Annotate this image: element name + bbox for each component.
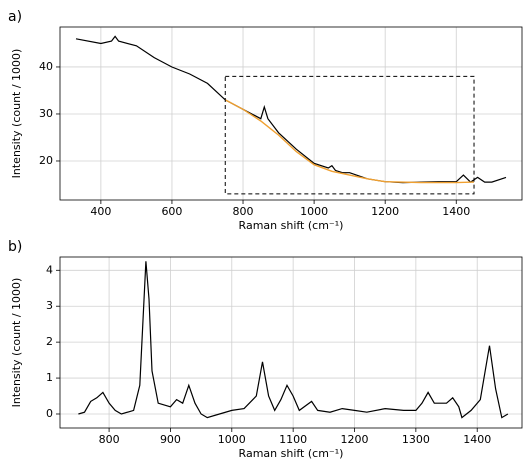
y-tick-label: 40 xyxy=(39,60,53,73)
x-tick-label: 800 xyxy=(99,433,120,446)
x-tick-label: 1200 xyxy=(371,205,399,218)
x-tick-label: 1000 xyxy=(300,205,328,218)
x-tick-label: 800 xyxy=(233,205,254,218)
data-line xyxy=(224,99,475,184)
x-tick-label: 600 xyxy=(161,205,182,218)
data-line xyxy=(78,261,509,419)
x-tick-label: 1100 xyxy=(279,433,307,446)
plot-frame xyxy=(59,26,523,201)
x-tick-label: 900 xyxy=(160,433,181,446)
y-tick-label: 30 xyxy=(39,107,53,120)
x-tick-label: 400 xyxy=(90,205,111,218)
y-tick-label: 3 xyxy=(46,299,53,312)
x-tick-label: 1200 xyxy=(341,433,369,446)
x-axis-label: Raman shift (cm⁻¹) xyxy=(239,219,344,232)
y-axis-label: Intensity (count / 1000) xyxy=(10,278,23,408)
x-tick-label: 1000 xyxy=(218,433,246,446)
x-tick-label: 1300 xyxy=(402,433,430,446)
y-tick-label: 2 xyxy=(46,335,53,348)
x-tick-label: 1400 xyxy=(463,433,491,446)
plot-frame xyxy=(59,256,523,429)
y-tick-label: 20 xyxy=(39,154,53,167)
data-line xyxy=(75,35,507,184)
panel-label: b) xyxy=(8,239,22,255)
highlight-box xyxy=(224,75,475,195)
y-tick-label: 0 xyxy=(46,407,53,420)
panel-label: a) xyxy=(8,9,22,25)
x-axis-label: Raman shift (cm⁻¹) xyxy=(239,447,344,460)
y-tick-label: 4 xyxy=(46,263,53,276)
x-tick-label: 1400 xyxy=(442,205,470,218)
y-tick-label: 1 xyxy=(46,371,53,384)
y-axis-label: Intensity (count / 1000) xyxy=(10,49,23,179)
